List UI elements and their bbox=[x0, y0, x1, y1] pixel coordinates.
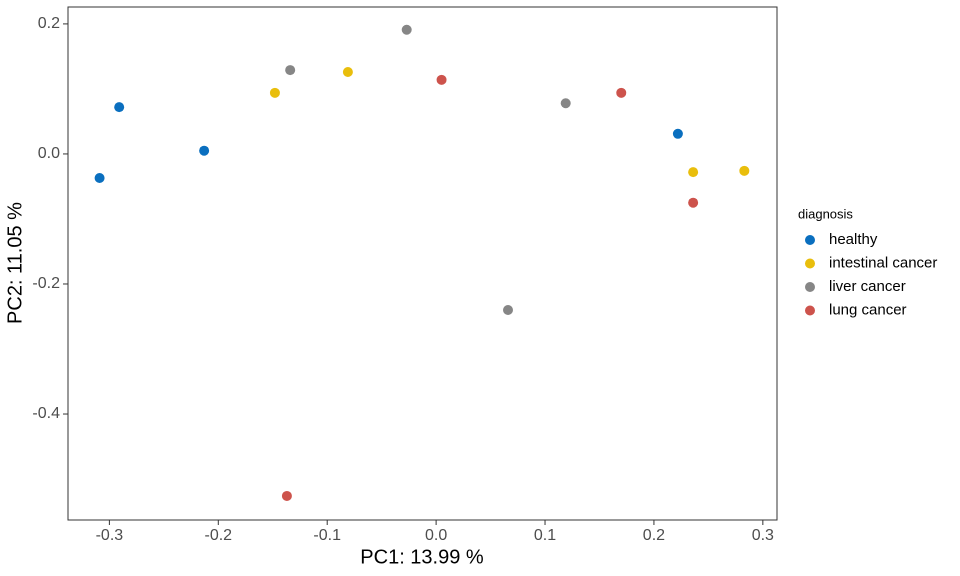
x-axis-title: PC1: 13.99 % bbox=[360, 546, 484, 568]
x-tick-label: -0.1 bbox=[313, 527, 341, 544]
legend-label: healthy bbox=[829, 231, 878, 248]
x-tick-label: 0.0 bbox=[425, 527, 447, 544]
x-tick-label: -0.2 bbox=[205, 527, 233, 544]
point bbox=[739, 165, 750, 176]
y-tick-label: -0.4 bbox=[32, 405, 60, 422]
x-tick-label: 0.1 bbox=[534, 527, 556, 544]
legend-swatch bbox=[805, 305, 815, 316]
point bbox=[401, 24, 412, 35]
legend-label: liver cancer bbox=[829, 278, 906, 295]
point bbox=[502, 304, 513, 315]
legend-label: intestinal cancer bbox=[829, 254, 937, 271]
point bbox=[269, 87, 280, 98]
x-tick-label: 0.2 bbox=[643, 527, 665, 544]
y-tick-label: -0.2 bbox=[32, 275, 60, 292]
y-tick-label: 0.0 bbox=[38, 145, 60, 162]
legend-swatch bbox=[805, 235, 815, 245]
legend-swatch bbox=[805, 282, 815, 292]
point bbox=[114, 102, 125, 113]
legend-label: lung cancer bbox=[829, 301, 907, 318]
point bbox=[199, 145, 210, 156]
point bbox=[616, 87, 627, 98]
y-tick-label: 0.2 bbox=[38, 15, 60, 32]
x-tick-label: -0.3 bbox=[96, 527, 124, 544]
point bbox=[688, 167, 699, 178]
point bbox=[94, 173, 105, 183]
legend-swatch bbox=[805, 258, 815, 269]
point bbox=[342, 67, 353, 78]
point bbox=[436, 74, 447, 85]
y-axis-title: PC2: 11.05 % bbox=[4, 202, 26, 324]
point bbox=[285, 65, 296, 76]
point bbox=[672, 128, 683, 139]
point bbox=[281, 490, 292, 501]
panel-border bbox=[67, 6, 778, 521]
legend-title: diagnosis bbox=[798, 206, 853, 221]
point bbox=[688, 197, 699, 208]
point bbox=[560, 98, 571, 109]
x-tick-label: 0.3 bbox=[752, 527, 774, 544]
